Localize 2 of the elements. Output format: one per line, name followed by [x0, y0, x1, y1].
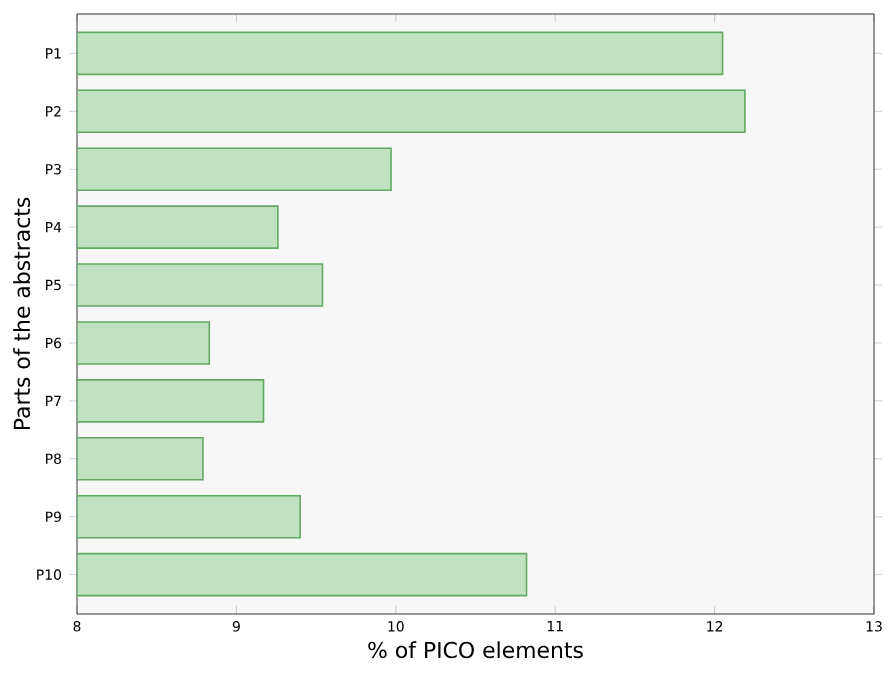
x-axis-title: % of PICO elements	[368, 641, 583, 659]
y-axis-title: Parts of the abstracts	[13, 197, 31, 430]
